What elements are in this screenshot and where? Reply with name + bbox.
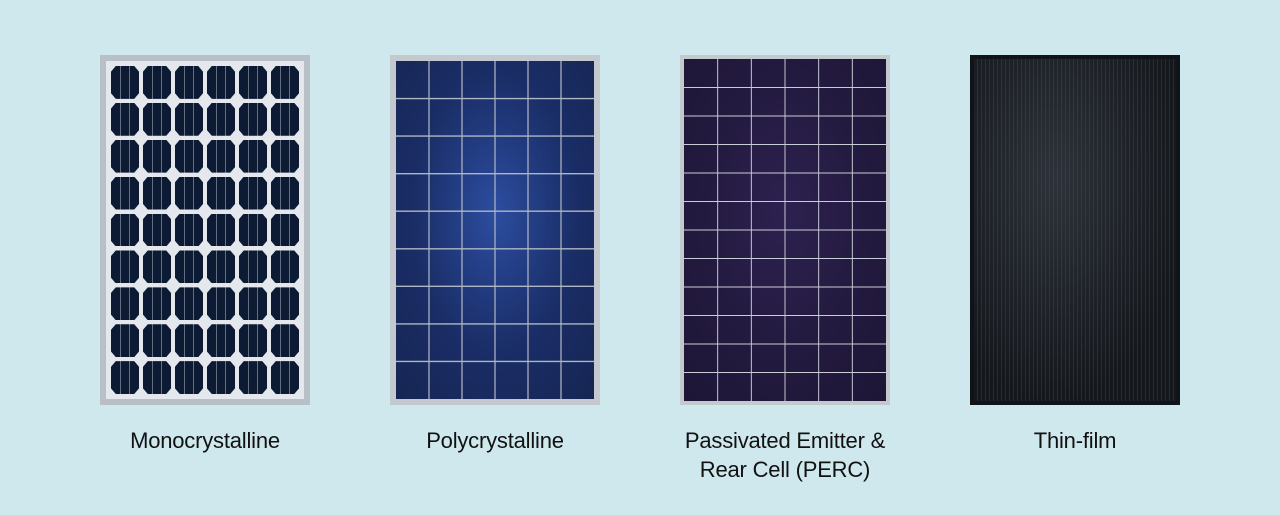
solar-cell: [270, 176, 300, 211]
solar-cell: [206, 176, 236, 211]
panel-label: Monocrystalline: [130, 427, 280, 456]
solar-cell: [238, 176, 268, 211]
panel-perc: Passivated Emitter & Rear Cell (PERC): [640, 55, 930, 484]
solar-cell: [174, 286, 204, 321]
solar-cell: [174, 249, 204, 284]
solar-cell: [270, 102, 300, 137]
solar-cell: [110, 139, 140, 174]
solar-cell: [238, 139, 268, 174]
panel-monocrystalline: Monocrystalline: [60, 55, 350, 456]
panel-label: Passivated Emitter & Rear Cell (PERC): [685, 427, 885, 484]
solar-cell: [142, 286, 172, 321]
solar-cell: [174, 102, 204, 137]
solar-cell: [110, 323, 140, 358]
solar-cell: [238, 286, 268, 321]
solar-cell: [270, 213, 300, 248]
panel-frame: [100, 55, 310, 405]
solar-cell: [270, 249, 300, 284]
solar-cell: [270, 323, 300, 358]
solar-cell: [142, 139, 172, 174]
solar-cell: [206, 102, 236, 137]
solar-cell: [142, 323, 172, 358]
panel-label: Polycrystalline: [426, 427, 564, 456]
panel-surface: [396, 61, 594, 399]
solar-cell: [238, 323, 268, 358]
panel-frame: [970, 55, 1180, 405]
solar-cell: [142, 65, 172, 100]
solar-cell: [174, 213, 204, 248]
solar-cell: [238, 249, 268, 284]
solar-cell: [206, 65, 236, 100]
solar-cell: [174, 323, 204, 358]
solar-cell: [142, 360, 172, 395]
solar-cell: [110, 213, 140, 248]
panel-surface: [106, 61, 304, 399]
solar-cell: [206, 249, 236, 284]
solar-cell: [142, 249, 172, 284]
solar-cell: [110, 249, 140, 284]
panel-polycrystalline: Polycrystalline: [350, 55, 640, 456]
solar-cell: [174, 139, 204, 174]
panel-surface: [974, 59, 1176, 401]
panel-surface: [684, 59, 886, 401]
solar-cell: [174, 360, 204, 395]
solar-cell: [110, 286, 140, 321]
solar-cell: [142, 102, 172, 137]
panel-label: Thin-film: [1034, 427, 1117, 456]
solar-cell: [206, 213, 236, 248]
panel-frame: [390, 55, 600, 405]
solar-cell: [206, 139, 236, 174]
solar-cell: [238, 213, 268, 248]
solar-cell: [206, 286, 236, 321]
solar-cell: [174, 65, 204, 100]
panel-frame: [680, 55, 890, 405]
solar-cell: [110, 360, 140, 395]
solar-cell: [270, 65, 300, 100]
solar-cell: [206, 323, 236, 358]
solar-cell: [238, 360, 268, 395]
solar-cell: [110, 65, 140, 100]
cell-grid: [110, 65, 300, 395]
solar-cell: [270, 360, 300, 395]
solar-cell: [238, 65, 268, 100]
solar-cell: [270, 139, 300, 174]
solar-cell: [270, 286, 300, 321]
solar-cell: [110, 176, 140, 211]
solar-cell: [110, 102, 140, 137]
panel-thin-film: Thin-film: [930, 55, 1220, 456]
solar-cell: [142, 176, 172, 211]
solar-cell: [174, 176, 204, 211]
solar-cell: [142, 213, 172, 248]
infographic-stage: Monocrystalline Polycrystalline Passivat…: [0, 0, 1280, 515]
solar-cell: [238, 102, 268, 137]
solar-cell: [206, 360, 236, 395]
